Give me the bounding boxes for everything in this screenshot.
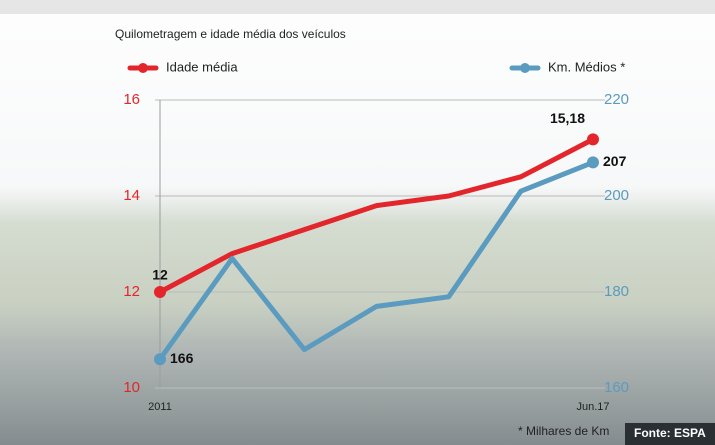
source: Fonte: ESPA [634,426,706,440]
y2-tick-label: 160 [604,379,629,396]
point [587,133,599,146]
y2-tick-label: 180 [604,283,629,300]
y-tick-label: 12 [123,283,140,300]
legend-label: Idade média [166,59,238,74]
data-label: 15,18 [550,110,585,126]
data-label: 166 [170,350,194,366]
legend-label: Km. Médios * [548,59,625,74]
point [154,286,166,298]
legend-dot [138,63,148,73]
footnote: * Milhares de Km [518,424,609,438]
y-tick-label: 16 [123,91,140,108]
top-band [0,0,715,14]
point [587,156,599,169]
y2-tick-label: 220 [604,91,629,108]
source-box [625,423,715,445]
series-line [157,160,594,361]
x-tick-label: Jun.17 [576,401,609,413]
data-label: 12 [152,267,168,283]
chart-title: Quilometragem e idade média dos veículos [115,27,346,41]
series-line [158,137,595,295]
point [154,353,166,366]
legend-dot [520,63,530,73]
x-tick-label: 2011 [148,401,172,413]
data-label: 207 [603,153,627,169]
y-tick-label: 10 [123,379,140,396]
y2-tick-label: 200 [604,187,629,204]
y-tick-label: 14 [123,187,140,204]
